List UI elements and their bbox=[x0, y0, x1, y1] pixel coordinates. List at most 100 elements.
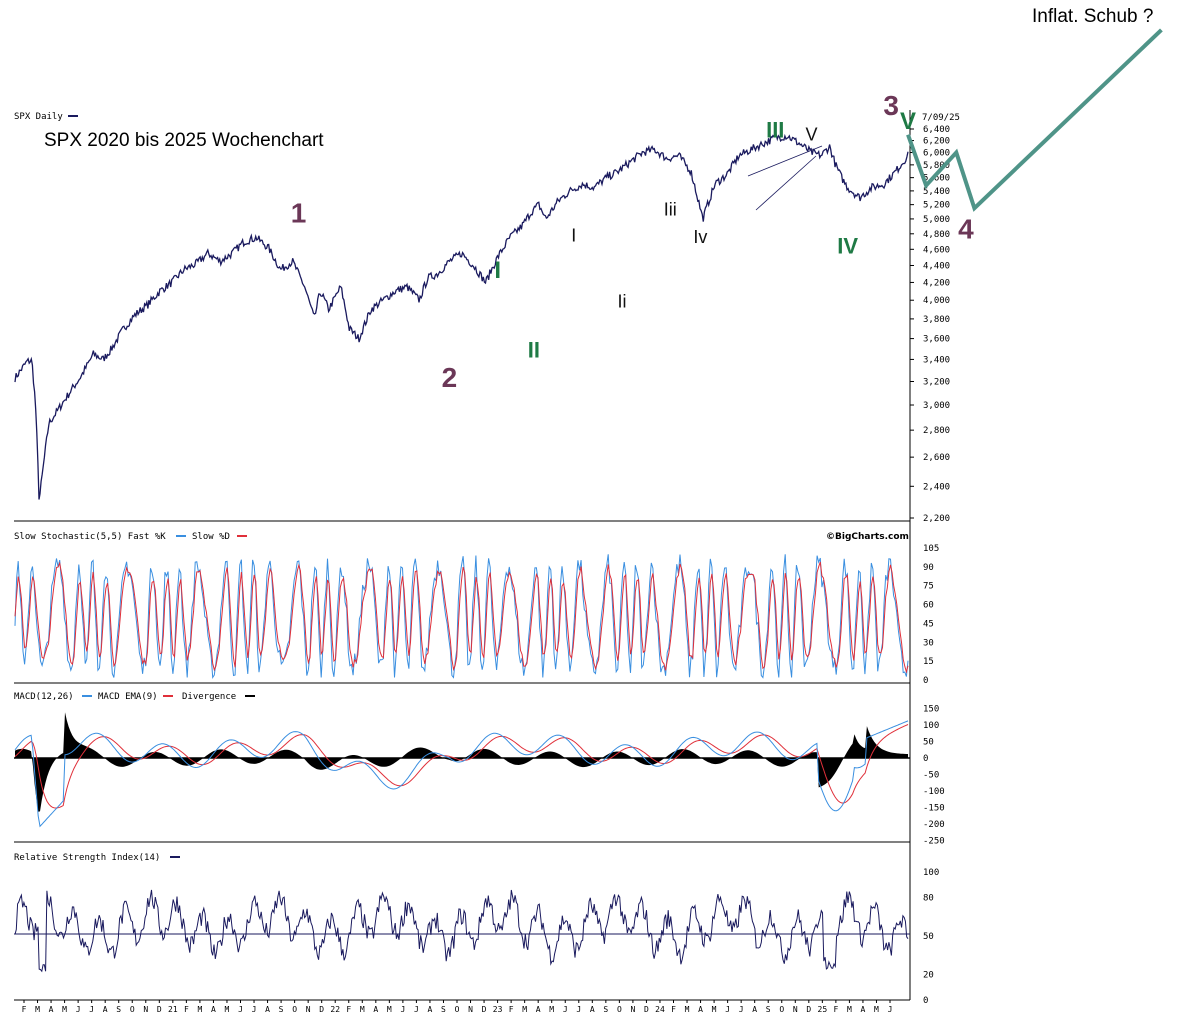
x-tick-label: M bbox=[712, 1005, 717, 1014]
x-tick-label: N bbox=[468, 1005, 473, 1014]
wave-label: V bbox=[900, 108, 916, 135]
price-tick-label: 3,200 bbox=[923, 378, 950, 388]
price-tick-label: 2,400 bbox=[923, 482, 950, 492]
wave-label: V bbox=[805, 125, 817, 145]
stochastic-tick-label: 15 bbox=[923, 657, 934, 667]
x-tick-label: J bbox=[238, 1005, 243, 1014]
x-tick-label: M bbox=[225, 1005, 230, 1014]
x-tick-label: J bbox=[414, 1005, 419, 1014]
wave-label: Iii bbox=[664, 199, 677, 219]
chart-title: SPX 2020 bis 2025 Wochenchart bbox=[44, 130, 324, 151]
x-tick-label: N bbox=[306, 1005, 311, 1014]
macd-tick-label: -200 bbox=[923, 820, 945, 830]
x-tick-label: A bbox=[211, 1005, 216, 1014]
macd-tick-label: 150 bbox=[923, 705, 939, 715]
wave-label: Ii bbox=[617, 292, 626, 312]
bigcharts-brand: ©BigCharts.com bbox=[826, 532, 909, 542]
rsi-tick-label: 50 bbox=[923, 932, 934, 942]
wave-label: IV bbox=[837, 233, 858, 258]
stochastic-tick-label: 105 bbox=[923, 544, 939, 554]
x-tick-label: A bbox=[103, 1005, 108, 1014]
rsi-tick-label: 80 bbox=[923, 894, 934, 904]
spx-price-line bbox=[14, 133, 909, 500]
price-tick-label: 2,800 bbox=[923, 426, 950, 436]
price-tick-label: 3,400 bbox=[923, 355, 950, 365]
x-tick-label: M bbox=[874, 1005, 879, 1014]
x-tick-label: 21 bbox=[168, 1005, 178, 1014]
x-tick-label: J bbox=[400, 1005, 405, 1014]
x-tick-label: F bbox=[833, 1005, 838, 1014]
price-legend-label: SPX Daily bbox=[14, 112, 63, 122]
wave-label: Iv bbox=[693, 227, 707, 247]
x-tick-label: D bbox=[644, 1005, 649, 1014]
x-tick-label: 23 bbox=[493, 1005, 503, 1014]
x-tick-label: A bbox=[428, 1005, 433, 1014]
x-tick-label: M bbox=[522, 1005, 527, 1014]
price-tick-label: 5,200 bbox=[923, 201, 950, 211]
x-tick-label: 24 bbox=[655, 1005, 665, 1014]
x-tick-label: M bbox=[35, 1005, 40, 1014]
macd-legend-label: MACD(12,26) bbox=[14, 692, 74, 702]
wave-labels: 12345IIIIIIIVVIIiIiiIvV bbox=[291, 90, 974, 393]
macd-tick-label: 100 bbox=[923, 721, 939, 731]
x-tick-label: F bbox=[22, 1005, 27, 1014]
x-tick-label: O bbox=[130, 1005, 135, 1014]
stochastic-fast-k-line bbox=[14, 554, 909, 680]
x-tick-label: J bbox=[563, 1005, 568, 1014]
macd-tick-label: -100 bbox=[923, 787, 945, 797]
x-tick-label: M bbox=[62, 1005, 67, 1014]
macd-tick-label: -250 bbox=[923, 837, 945, 847]
rsi-y-axis: 100 80 50 20 0 bbox=[923, 868, 939, 1006]
price-tick-label: 4,800 bbox=[923, 230, 950, 240]
wedge-trendlines bbox=[747, 145, 823, 211]
date-label: 7/09/25 bbox=[922, 113, 960, 123]
x-tick-label: D bbox=[806, 1005, 811, 1014]
x-tick-label: M bbox=[847, 1005, 852, 1014]
x-tick-label: M bbox=[197, 1005, 202, 1014]
price-y-axis: 6,400 6,200 6,000 5,800 5,600 5,400 5,200 5,000… bbox=[910, 125, 950, 524]
wave-label: 1 bbox=[291, 198, 307, 229]
wave-label: I bbox=[494, 257, 501, 284]
price-tick-label: 6,000 bbox=[923, 149, 950, 159]
x-tick-label: F bbox=[509, 1005, 514, 1014]
stochastic-tick-label: 30 bbox=[923, 638, 934, 648]
x-tick-label: A bbox=[590, 1005, 595, 1014]
x-tick-label: A bbox=[49, 1005, 54, 1014]
macd-ema-line bbox=[14, 724, 909, 809]
x-tick-label: J bbox=[725, 1005, 730, 1014]
price-tick-label: 5,000 bbox=[923, 215, 950, 225]
x-tick-label: J bbox=[89, 1005, 94, 1014]
macd-tick-label: 0 bbox=[923, 754, 928, 764]
stochastic-tick-label: 45 bbox=[923, 619, 934, 629]
price-tick-label: 2,600 bbox=[923, 453, 950, 463]
macd-tick-label: 50 bbox=[923, 738, 934, 748]
rsi-tick-label: 100 bbox=[923, 868, 939, 878]
macd-legend-label-2: MACD EMA(9) bbox=[98, 692, 158, 702]
wave-label: 4 bbox=[958, 213, 974, 244]
price-tick-label: 6,400 bbox=[923, 125, 950, 135]
price-tick-label: 5,400 bbox=[923, 187, 950, 197]
panel-frames bbox=[14, 110, 911, 1001]
macd-panel: MACD(12,26) MACD EMA(9) Divergence 150 10… bbox=[14, 692, 945, 847]
stochastic-panel: Slow Stochastic(5,5) Fast %K Slow %D ©Bi… bbox=[14, 532, 939, 686]
stochastic-tick-label: 90 bbox=[923, 563, 934, 573]
x-tick-label: A bbox=[698, 1005, 703, 1014]
stochastic-tick-label: 0 bbox=[923, 676, 928, 686]
price-tick-label: 4,200 bbox=[923, 278, 950, 288]
price-tick-label: 3,800 bbox=[923, 315, 950, 325]
wave-label: 3 bbox=[883, 90, 899, 121]
price-tick-label: 4,400 bbox=[923, 261, 950, 271]
price-tick-label: 5,600 bbox=[923, 174, 950, 184]
x-tick-label: J bbox=[888, 1005, 893, 1014]
x-tick-label: F bbox=[184, 1005, 189, 1014]
stochastic-slow-d-line bbox=[14, 561, 909, 674]
macd-tick-label: -50 bbox=[923, 771, 939, 781]
macd-tick-label: -150 bbox=[923, 804, 945, 814]
x-tick-label: M bbox=[360, 1005, 365, 1014]
x-tick-label: A bbox=[752, 1005, 757, 1014]
x-tick-label: S bbox=[279, 1005, 284, 1014]
x-tick-label: S bbox=[116, 1005, 121, 1014]
macd-line bbox=[14, 720, 909, 828]
x-tick-label: 25 bbox=[818, 1005, 828, 1014]
